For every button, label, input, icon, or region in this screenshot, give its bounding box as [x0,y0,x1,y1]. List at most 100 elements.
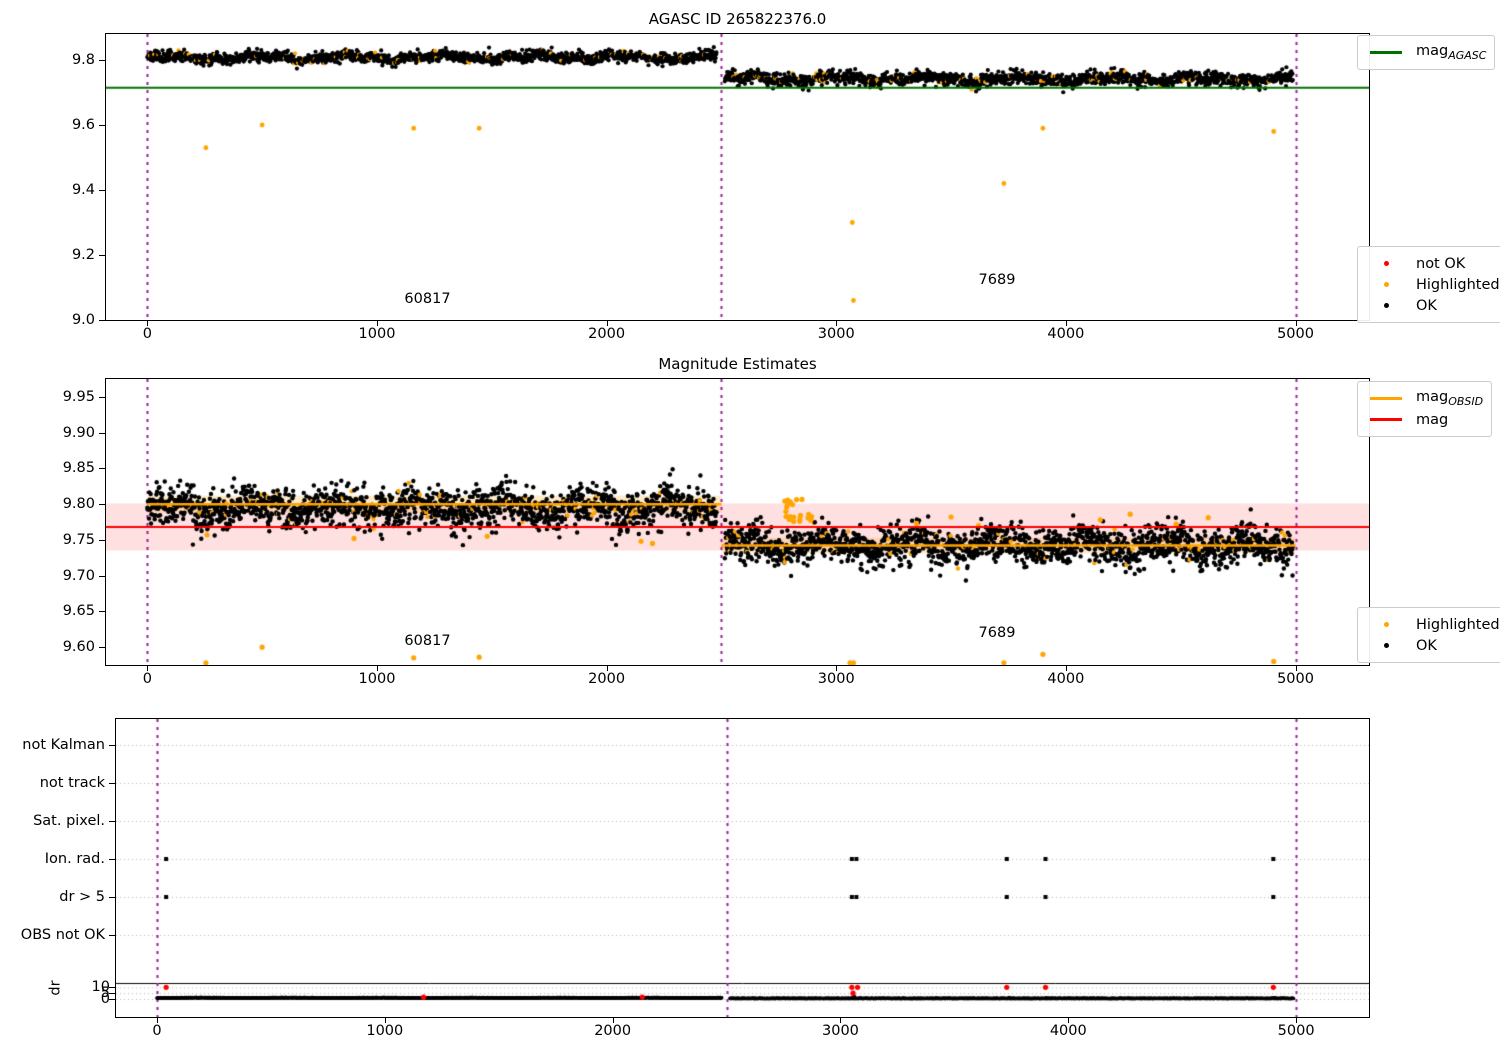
middle-xtick-label: 3000 [817,671,855,687]
legend-item-label: OK [1416,297,1437,314]
legend-item-label: magAGASC [1416,43,1487,62]
top-ytick-mark [99,320,105,321]
legend-item-label: magOBSID [1416,389,1484,408]
top-xtick-label: 0 [142,326,152,342]
legend-dot-swatch-icon [1366,282,1406,287]
bottom-xtick-mark [384,1018,386,1023]
bottom-xtick-label: 1000 [366,1023,404,1039]
legend-line-swatch-icon [1366,51,1406,54]
legend-dot-icon [1383,282,1389,287]
middle-xtick-mark [1065,666,1067,671]
flag-row-label: OBS not OK [20,927,105,943]
top-xtick-label: 5000 [1277,326,1314,342]
legend-dot-icon [1383,622,1389,627]
middle-xtick-label: 5000 [1277,671,1314,687]
bottom-xtick-mark [840,1018,842,1023]
middle-panel-title: Magnitude Estimates [658,355,817,373]
middle-ytick-mark [99,575,105,577]
middle-legend-point-classes: Highlighted OK [1357,607,1500,663]
legend-line-swatch-icon [1366,397,1406,400]
middle-obsid-annotation: 60817 [404,633,451,650]
legend-item-label: mag [1416,411,1449,428]
flag-row-tick [109,859,115,860]
top-xtick-mark [606,321,608,326]
legend-item-label: Highlighted [1416,616,1500,633]
top-classes-legend-item[interactable]: OK [1366,295,1500,316]
middle-ytick-label: 9.90 [62,424,95,441]
dr-ytick-label: 5 [100,985,110,1002]
legend-item-subscript: AGASC [1448,48,1487,62]
flag-row-label: not Kalman [22,737,105,753]
bottom-xtick-mark [612,1018,614,1023]
flag-row-label: not track [39,775,105,791]
top-classes-legend-item[interactable]: not OK [1366,253,1500,274]
middle-obsid-annotation: 7689 [978,625,1016,642]
flag-row-label: dr > 5 [59,889,105,905]
dr-ytick-label: 10 [91,979,110,996]
middle-ytick-mark [99,611,105,613]
top-xtick-label: 3000 [817,326,855,342]
middle-ytick-label: 9.65 [62,603,95,620]
middle-xtick-mark [1295,666,1297,671]
legend-item-subscript: OBSID [1448,394,1484,408]
middle-xtick-label: 2000 [588,671,626,687]
top-ytick-label: 9.2 [71,247,95,263]
middle-xtick-label: 1000 [358,671,396,687]
bottom-xtick-label: 0 [152,1023,162,1039]
top-xtick-mark [376,321,378,326]
legend-dot-swatch-icon [1366,303,1406,308]
magnitude-estimates-panel [105,378,1370,666]
middle-xtick-mark [606,666,608,671]
middle-ytick-label: 9.75 [62,531,95,548]
top-xtick-mark [1295,321,1297,326]
bottom-xtick-label: 2000 [594,1023,632,1039]
bottom-xtick-label: 3000 [822,1023,859,1039]
top-ytick-mark [99,125,105,126]
legend-item-label: OK [1416,637,1437,654]
middle-lines-legend-item[interactable]: magOBSID [1366,388,1483,409]
top-ytick-label: 9.8 [71,52,95,68]
top-ytick-label: 9.6 [71,117,95,133]
dr-ytick-mark [109,993,115,995]
top-ytick-mark [99,190,105,191]
middle-ytick-label: 9.60 [62,639,95,656]
top-ytick-mark [99,255,105,256]
legend-dot-icon [1383,303,1389,308]
flag-row-tick [109,821,115,822]
top-mag-agasc-legend-item[interactable]: magAGASC [1366,42,1486,63]
top-obsid-annotation: 7689 [978,271,1016,288]
flags-and-dr-panel [115,718,1370,1018]
flag-row-label: Sat. pixel. [33,813,105,829]
legend-line-icon [1370,418,1402,421]
top-legend-magagasc: magAGASC [1357,35,1496,70]
top-scatter-canvas [106,34,1369,320]
middle-scatter-canvas [106,379,1369,665]
top-xtick-label: 2000 [588,326,626,342]
middle-ytick-mark [99,647,105,649]
top-xtick-mark [1065,321,1067,326]
legend-line-icon [1370,397,1402,400]
top-ytick-mark [99,60,105,61]
top-obsid-annotation: 60817 [404,291,451,307]
middle-ytick-mark [99,432,105,434]
middle-lines-legend-item[interactable]: mag [1366,409,1483,430]
top-panel-title: AGASC ID 265822376.0 [648,10,827,28]
bottom-scatter-canvas [116,719,1369,1017]
top-classes-legend-item[interactable]: Highlighted [1366,274,1500,295]
legend-item-label: Highlighted [1416,276,1500,293]
middle-ytick-mark [99,396,105,398]
legend-dot-swatch-icon [1366,643,1406,648]
middle-classes-legend-item[interactable]: OK [1366,635,1500,656]
bottom-xtick-label: 5000 [1277,1023,1315,1039]
dr-ytick-mark [109,999,115,1000]
legend-dot-swatch-icon [1366,622,1406,627]
top-xtick-mark [836,321,838,326]
middle-classes-legend-item[interactable]: Highlighted [1366,614,1500,635]
legend-dot-icon [1383,261,1389,266]
dr-ytick-mark [109,987,115,989]
legend-item-label: not OK [1416,255,1466,272]
top-ytick-label: 9.0 [71,312,95,328]
middle-ytick-mark [99,468,105,470]
top-legend-point-classes: not OK Highlighted OK [1357,246,1500,323]
middle-ytick-label: 9.80 [62,496,95,513]
